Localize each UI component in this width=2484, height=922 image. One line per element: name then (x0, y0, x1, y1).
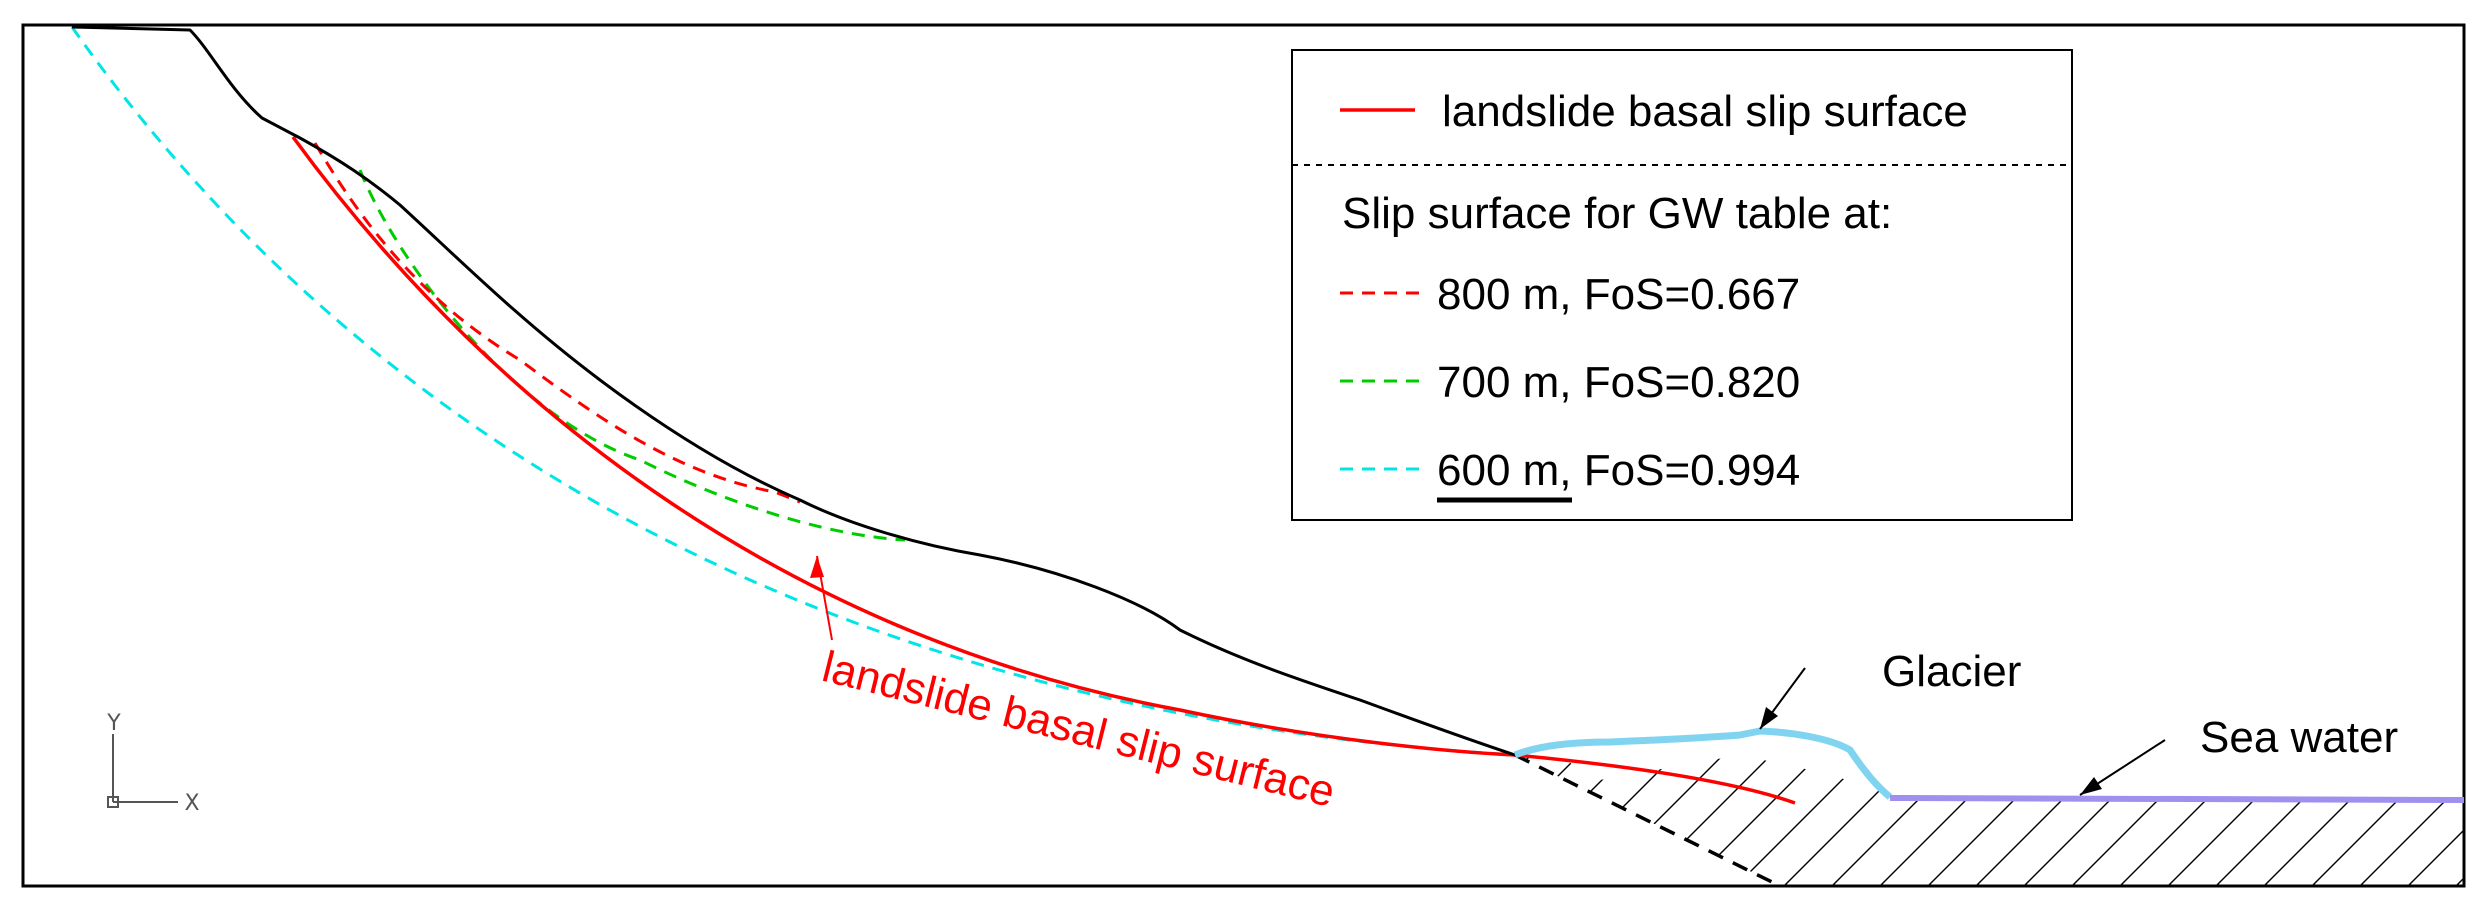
hatch-line (1783, 755, 1955, 886)
glacier-surface (1513, 727, 1893, 800)
ucs-y-label: Y (106, 711, 121, 736)
legend-700-label: 700 m, FoS=0.820 (1437, 358, 1800, 407)
ucs-x-label: X (184, 791, 199, 816)
ucs-axis-icon: Y X (106, 711, 199, 816)
hatch-line (1735, 755, 1907, 886)
sea-water-surface (1889, 795, 2465, 803)
legend-basal-label: landslide basal slip surface (1442, 87, 1968, 136)
glacier-label: Glacier (1882, 647, 2021, 696)
legend: landslide basal slip surface Slip surfac… (1291, 49, 2073, 521)
sea-water-label: Sea water (2200, 713, 2398, 762)
sea-arrowhead (2080, 777, 2102, 795)
legend-heading: Slip surface for GW table at: (1342, 189, 1892, 238)
legend-600-label: 600 m, FoS=0.994 (1437, 446, 1800, 495)
slip-surface-800m (313, 142, 801, 504)
legend-800-label: 800 m, FoS=0.667 (1437, 270, 1800, 319)
legend-box (1291, 49, 2073, 521)
hatch-line (2407, 755, 2464, 886)
figure-frame (21, 23, 2466, 888)
bedrock-line (1514, 753, 1781, 888)
slip-surface-label: landslide basal slip surface (818, 642, 1340, 817)
terrain-surface (71, 25, 1516, 757)
basal-slip-surface (291, 135, 1796, 805)
slip-surface-700m (358, 169, 906, 542)
slip-surface-600m (70, 26, 1516, 757)
slip-label-arrowhead (810, 556, 824, 578)
hatch-line (1515, 755, 1571, 886)
glacier-arrowhead (1760, 707, 1778, 729)
